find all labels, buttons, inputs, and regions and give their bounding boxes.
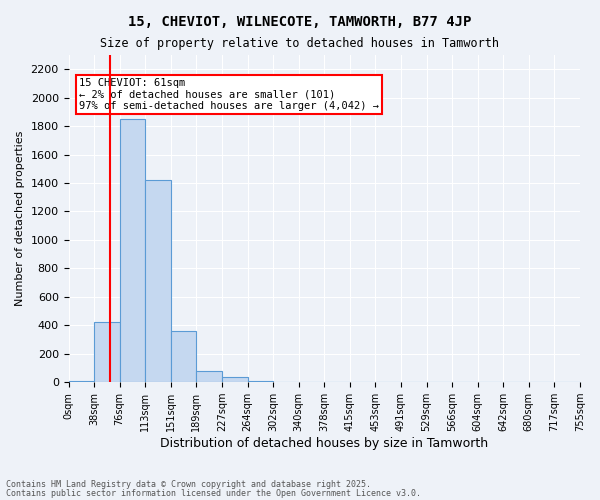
Bar — [94, 322, 119, 382]
Bar — [119, 119, 145, 382]
Bar — [68, 381, 94, 382]
Bar — [222, 376, 248, 382]
Text: 15 CHEVIOT: 61sqm
← 2% of detached houses are smaller (101)
97% of semi-detached: 15 CHEVIOT: 61sqm ← 2% of detached house… — [79, 78, 379, 111]
Bar — [171, 331, 196, 382]
X-axis label: Distribution of detached houses by size in Tamworth: Distribution of detached houses by size … — [160, 437, 488, 450]
Bar — [145, 180, 171, 382]
Bar — [248, 381, 273, 382]
Text: Contains HM Land Registry data © Crown copyright and database right 2025.: Contains HM Land Registry data © Crown c… — [6, 480, 371, 489]
Bar — [196, 371, 222, 382]
Y-axis label: Number of detached properties: Number of detached properties — [15, 131, 25, 306]
Text: Size of property relative to detached houses in Tamworth: Size of property relative to detached ho… — [101, 38, 499, 51]
Text: Contains public sector information licensed under the Open Government Licence v3: Contains public sector information licen… — [6, 488, 421, 498]
Text: 15, CHEVIOT, WILNECOTE, TAMWORTH, B77 4JP: 15, CHEVIOT, WILNECOTE, TAMWORTH, B77 4J… — [128, 15, 472, 29]
